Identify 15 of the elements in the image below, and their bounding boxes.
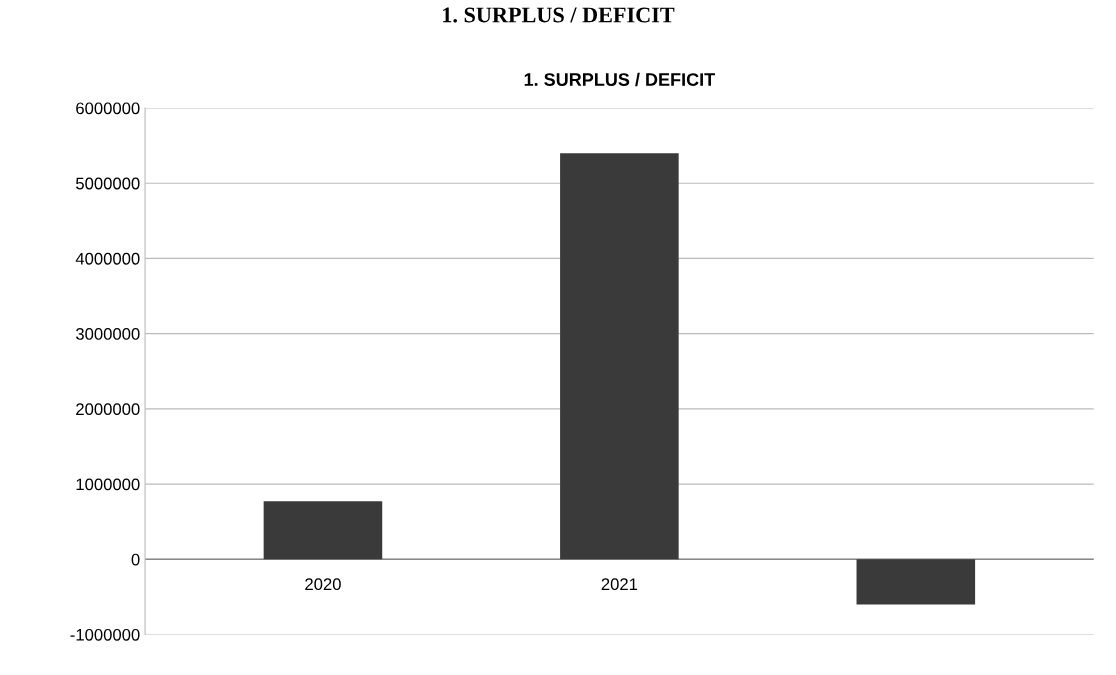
bar [560,153,679,560]
text: 1. SURPLUS / DEFICIT [443,7,675,23]
y-tick-label: 5000000 [76,177,140,190]
y-tick-label: -1000000 [70,628,140,641]
x-tick-label: 2020 [305,578,341,591]
y-tick-label: 6000000 [76,102,140,115]
chart-title: 1. SURPLUS / DEFICIT [524,72,715,87]
bar [856,559,976,605]
y-tick-label: 1000000 [76,478,140,491]
y-tick-label: 0 [131,553,140,566]
x-tick-label: 2021 [601,578,638,591]
y-tick-label: 4000000 [75,252,140,265]
y-tick-label: 2000000 [76,403,140,416]
y-tick-label: 3000000 [75,328,140,340]
bar [263,501,383,560]
